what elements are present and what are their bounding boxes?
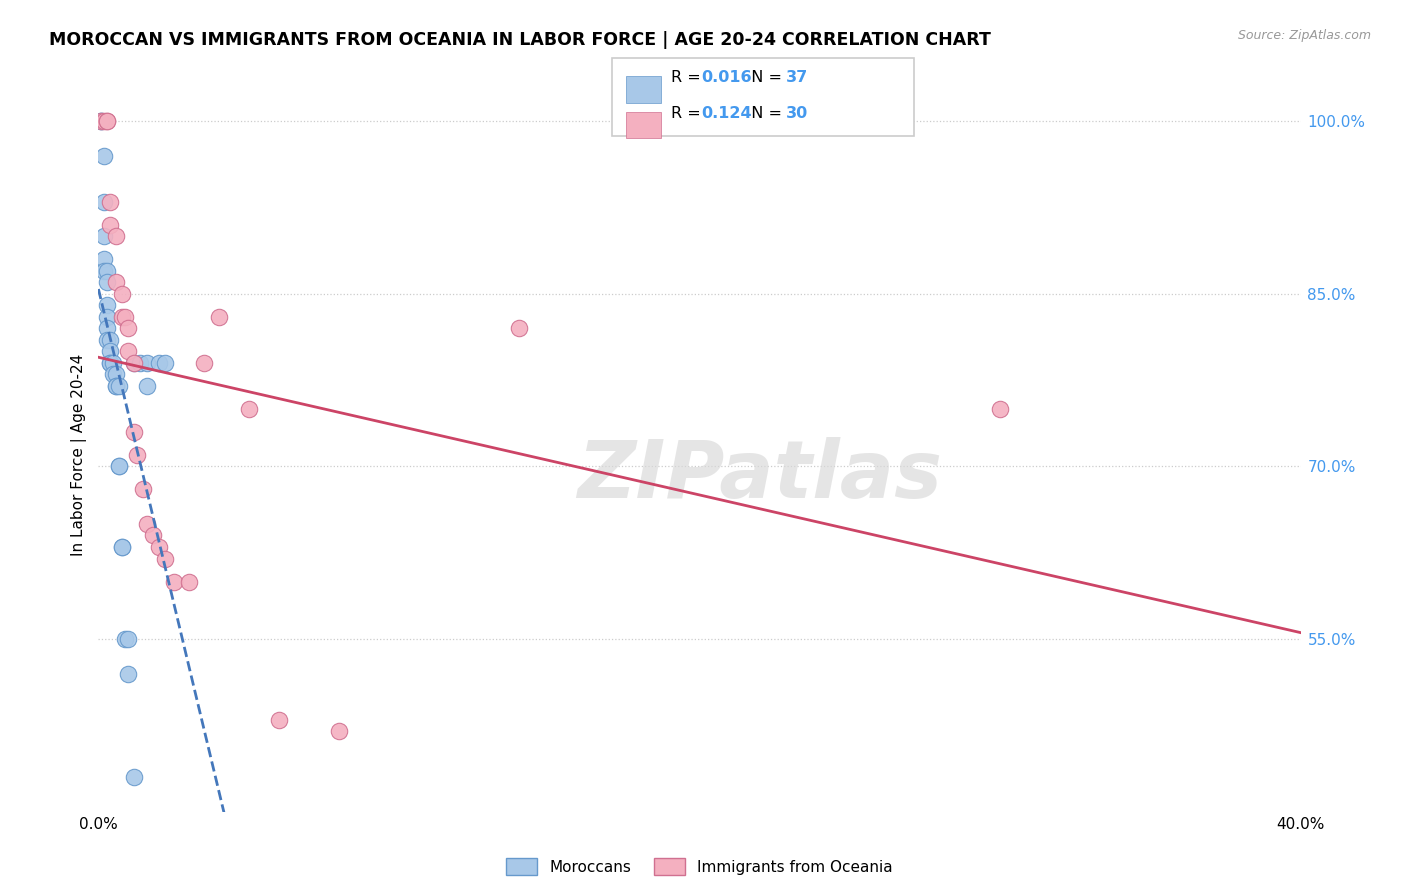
Text: N =: N = bbox=[741, 106, 787, 121]
Point bbox=[132, 483, 155, 497]
Point bbox=[135, 379, 157, 393]
Point bbox=[135, 356, 157, 370]
Point bbox=[96, 114, 118, 128]
Point bbox=[328, 724, 350, 739]
Point bbox=[193, 356, 215, 370]
Text: R =: R = bbox=[671, 106, 706, 121]
Point bbox=[108, 459, 131, 474]
Point bbox=[100, 356, 122, 370]
Point bbox=[100, 356, 122, 370]
Point bbox=[93, 229, 115, 244]
Point bbox=[96, 264, 118, 278]
Text: Source: ZipAtlas.com: Source: ZipAtlas.com bbox=[1237, 29, 1371, 42]
Point bbox=[108, 379, 131, 393]
Point bbox=[96, 321, 118, 335]
Point bbox=[100, 333, 122, 347]
Point bbox=[90, 114, 112, 128]
Point bbox=[148, 540, 170, 554]
Point bbox=[100, 218, 122, 232]
Text: 30: 30 bbox=[786, 106, 808, 121]
Point bbox=[988, 401, 1011, 416]
Point bbox=[162, 574, 184, 589]
Point bbox=[105, 229, 128, 244]
Point bbox=[100, 194, 122, 209]
Point bbox=[105, 275, 128, 289]
Point bbox=[124, 356, 146, 370]
Point bbox=[96, 114, 118, 128]
Point bbox=[124, 425, 146, 439]
Point bbox=[153, 551, 176, 566]
Point bbox=[153, 356, 176, 370]
Point bbox=[100, 344, 122, 359]
Point bbox=[108, 459, 131, 474]
Point bbox=[90, 114, 112, 128]
Point bbox=[103, 356, 125, 370]
Point bbox=[93, 252, 115, 267]
Point bbox=[93, 149, 115, 163]
Point bbox=[111, 540, 134, 554]
Point bbox=[267, 713, 290, 727]
Point bbox=[96, 298, 118, 312]
Point bbox=[124, 770, 146, 784]
Y-axis label: In Labor Force | Age 20-24: In Labor Force | Age 20-24 bbox=[72, 354, 87, 556]
Point bbox=[96, 310, 118, 324]
Point bbox=[93, 264, 115, 278]
Point bbox=[96, 333, 118, 347]
Point bbox=[111, 540, 134, 554]
Point bbox=[114, 632, 136, 646]
Point bbox=[111, 310, 134, 324]
Point bbox=[208, 310, 231, 324]
Text: ZIPatlas: ZIPatlas bbox=[576, 437, 942, 516]
Point bbox=[105, 379, 128, 393]
Text: 0.016: 0.016 bbox=[702, 70, 752, 86]
Legend: Moroccans, Immigrants from Oceania: Moroccans, Immigrants from Oceania bbox=[506, 858, 893, 875]
Text: MOROCCAN VS IMMIGRANTS FROM OCEANIA IN LABOR FORCE | AGE 20-24 CORRELATION CHART: MOROCCAN VS IMMIGRANTS FROM OCEANIA IN L… bbox=[49, 31, 991, 49]
Point bbox=[111, 286, 134, 301]
Point bbox=[117, 666, 139, 681]
Point bbox=[177, 574, 200, 589]
Point bbox=[148, 356, 170, 370]
Point bbox=[124, 356, 146, 370]
Text: R =: R = bbox=[671, 70, 706, 86]
Point bbox=[105, 368, 128, 382]
Point bbox=[135, 516, 157, 531]
Point bbox=[238, 401, 260, 416]
Point bbox=[105, 379, 128, 393]
Point bbox=[93, 194, 115, 209]
Point bbox=[117, 632, 139, 646]
Point bbox=[103, 368, 125, 382]
Point bbox=[90, 114, 112, 128]
Point bbox=[508, 321, 530, 335]
Point bbox=[141, 528, 163, 542]
Point bbox=[117, 344, 139, 359]
Point bbox=[93, 114, 115, 128]
Text: 0.124: 0.124 bbox=[702, 106, 752, 121]
Text: 37: 37 bbox=[786, 70, 808, 86]
Point bbox=[127, 448, 149, 462]
Point bbox=[117, 321, 139, 335]
Point bbox=[114, 310, 136, 324]
Point bbox=[129, 356, 152, 370]
Text: N =: N = bbox=[741, 70, 787, 86]
Point bbox=[96, 275, 118, 289]
